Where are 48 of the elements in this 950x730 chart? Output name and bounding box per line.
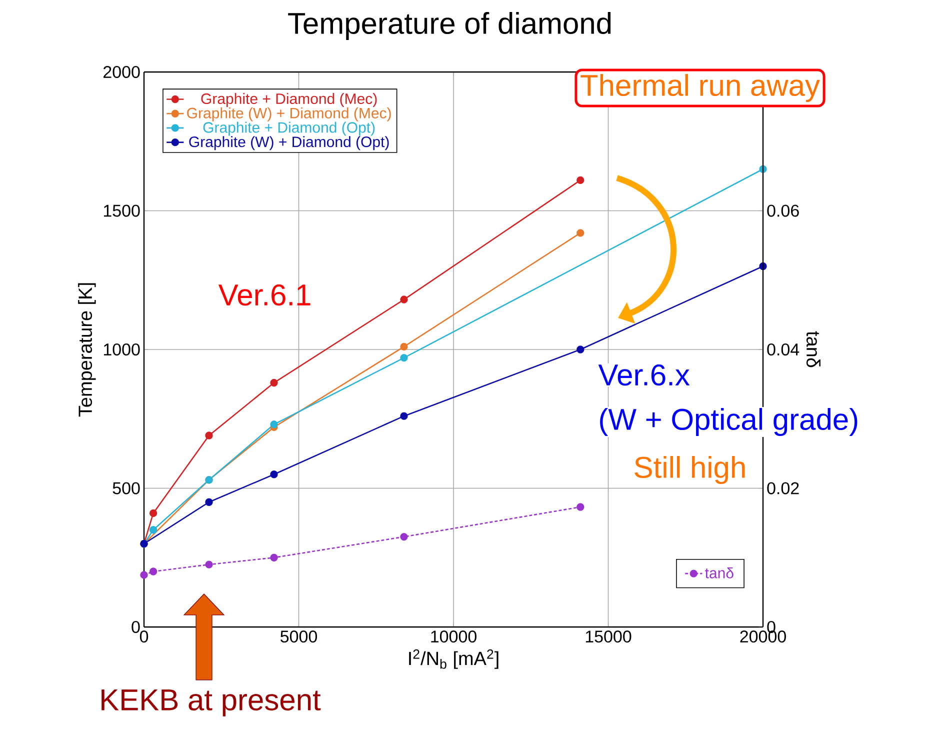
point — [270, 378, 278, 387]
point — [400, 296, 408, 304]
point — [400, 412, 408, 420]
y-tick-label: 2000 — [104, 66, 140, 78]
point — [149, 526, 158, 534]
point — [149, 509, 158, 518]
y2-tick-label: 0.04 — [767, 343, 800, 356]
point — [205, 560, 213, 568]
point — [576, 346, 584, 354]
point — [576, 229, 584, 237]
point — [149, 568, 158, 576]
point — [140, 571, 148, 579]
annotation: Still high — [634, 456, 745, 484]
annotation: Ver.6.x — [598, 364, 690, 386]
legend-label: Graphite + Diamond (Mec) — [201, 93, 377, 108]
y-axis-title: Temperature [K] — [78, 283, 96, 417]
y-tick-label: 0 — [132, 620, 140, 634]
x-tick-label: 15000 — [586, 630, 632, 643]
y2-axis-title: tanδ — [806, 331, 820, 368]
point — [205, 498, 213, 506]
chart-title: Temperature of diamond — [288, 12, 611, 40]
point — [270, 554, 278, 562]
y-tick-label: 1500 — [104, 204, 140, 217]
point — [205, 432, 213, 440]
annotation: Thermal run away — [580, 74, 820, 102]
legend-label: Graphite + Diamond (Opt) — [203, 122, 375, 136]
annotation: (W + Optical grade) — [600, 408, 858, 436]
x-tick-label: 20000 — [740, 630, 786, 643]
legend-label: Graphite (W) + Diamond (Mec) — [187, 107, 391, 122]
point — [576, 503, 584, 511]
x-tick-label: 0 — [140, 630, 148, 643]
annotation: Ver.6.1 — [218, 284, 310, 306]
x-tick-label: 10000 — [431, 630, 476, 643]
legend-label: tanδ — [705, 567, 734, 578]
y2-tick-label: 0.02 — [767, 482, 799, 494]
y2-tick-label: 0.06 — [767, 204, 799, 217]
legend-label: Graphite (W) + Diamond (Opt) — [189, 136, 389, 150]
y-tick-label: 1000 — [104, 343, 140, 356]
y-tick-label: 500 — [112, 482, 140, 494]
point — [270, 470, 278, 478]
point — [270, 420, 278, 428]
x-axis-title: I$^{2}$/N$_{b}$ [mA$^{2}$] — [409, 649, 498, 669]
point — [400, 532, 408, 541]
point — [400, 342, 408, 351]
point — [400, 354, 408, 362]
x-tick-label: 5000 — [280, 630, 317, 643]
text: KEKB at present — [102, 690, 321, 716]
point — [576, 176, 584, 184]
